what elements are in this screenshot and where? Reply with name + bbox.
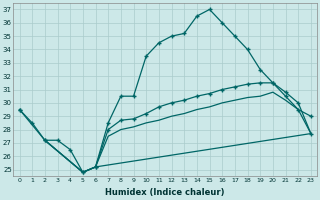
X-axis label: Humidex (Indice chaleur): Humidex (Indice chaleur) <box>106 188 225 197</box>
